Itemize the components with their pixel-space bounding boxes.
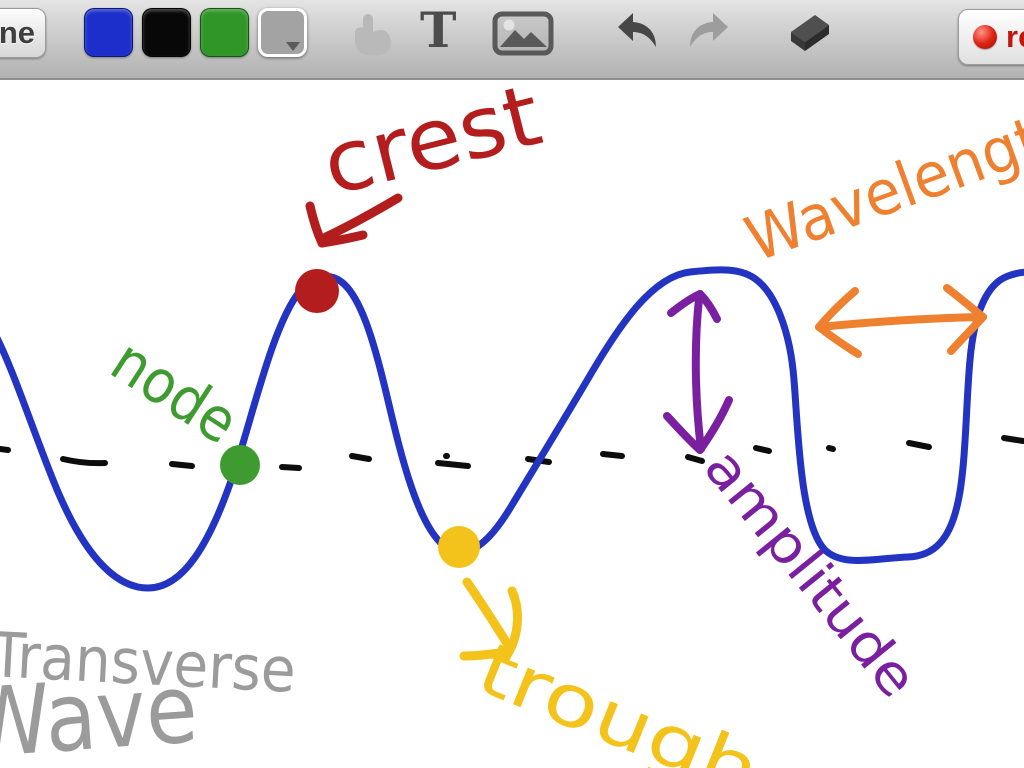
done-button-label: ne (0, 15, 35, 50)
image-icon (492, 11, 554, 56)
amplitude-arrow (663, 290, 733, 454)
redo-icon (690, 13, 728, 47)
wave-curve (0, 266, 1024, 592)
record-button-label: re (1006, 19, 1024, 54)
trough-arrow (459, 577, 522, 662)
pointer-hand-tool-button[interactable] (352, 11, 392, 62)
wavelength-label: Wavelength (736, 90, 1024, 277)
color-swatch-black[interactable] (142, 8, 191, 57)
redo-button[interactable] (687, 11, 731, 54)
eraser-button[interactable] (781, 12, 833, 59)
undo-icon (618, 13, 656, 47)
title-line2: Wave (0, 654, 201, 768)
record-button[interactable]: re (958, 9, 1024, 65)
trough-label: trough (467, 626, 772, 768)
eraser-icon (791, 15, 829, 51)
chevron-down-icon (286, 42, 300, 51)
undo-button[interactable] (615, 11, 659, 54)
amplitude-label: amplitude (692, 437, 930, 710)
trough-dot (438, 526, 480, 568)
crest-arrow (305, 193, 403, 248)
crest-dot (295, 269, 339, 313)
drawing-canvas[interactable]: crest node trough amplitude W (0, 80, 1024, 768)
wavelength-arrow (815, 284, 987, 358)
color-swatch-green[interactable] (200, 8, 249, 57)
crest-label: crest (313, 80, 550, 215)
equilibrium-dashed-line (0, 435, 1024, 471)
node-label: node (99, 326, 250, 458)
text-tool-button[interactable]: T (420, 1, 457, 59)
image-tool-button[interactable] (492, 11, 554, 61)
pointing-hand-icon (355, 14, 391, 56)
color-swatch-blue[interactable] (84, 8, 133, 57)
done-button[interactable]: ne (0, 8, 46, 58)
record-dot-icon (973, 25, 997, 49)
color-picker-swatch[interactable] (258, 8, 307, 57)
node-dot (220, 445, 260, 485)
toolbar: ne T (0, 0, 1024, 80)
title-line1: Transverse (0, 618, 298, 707)
